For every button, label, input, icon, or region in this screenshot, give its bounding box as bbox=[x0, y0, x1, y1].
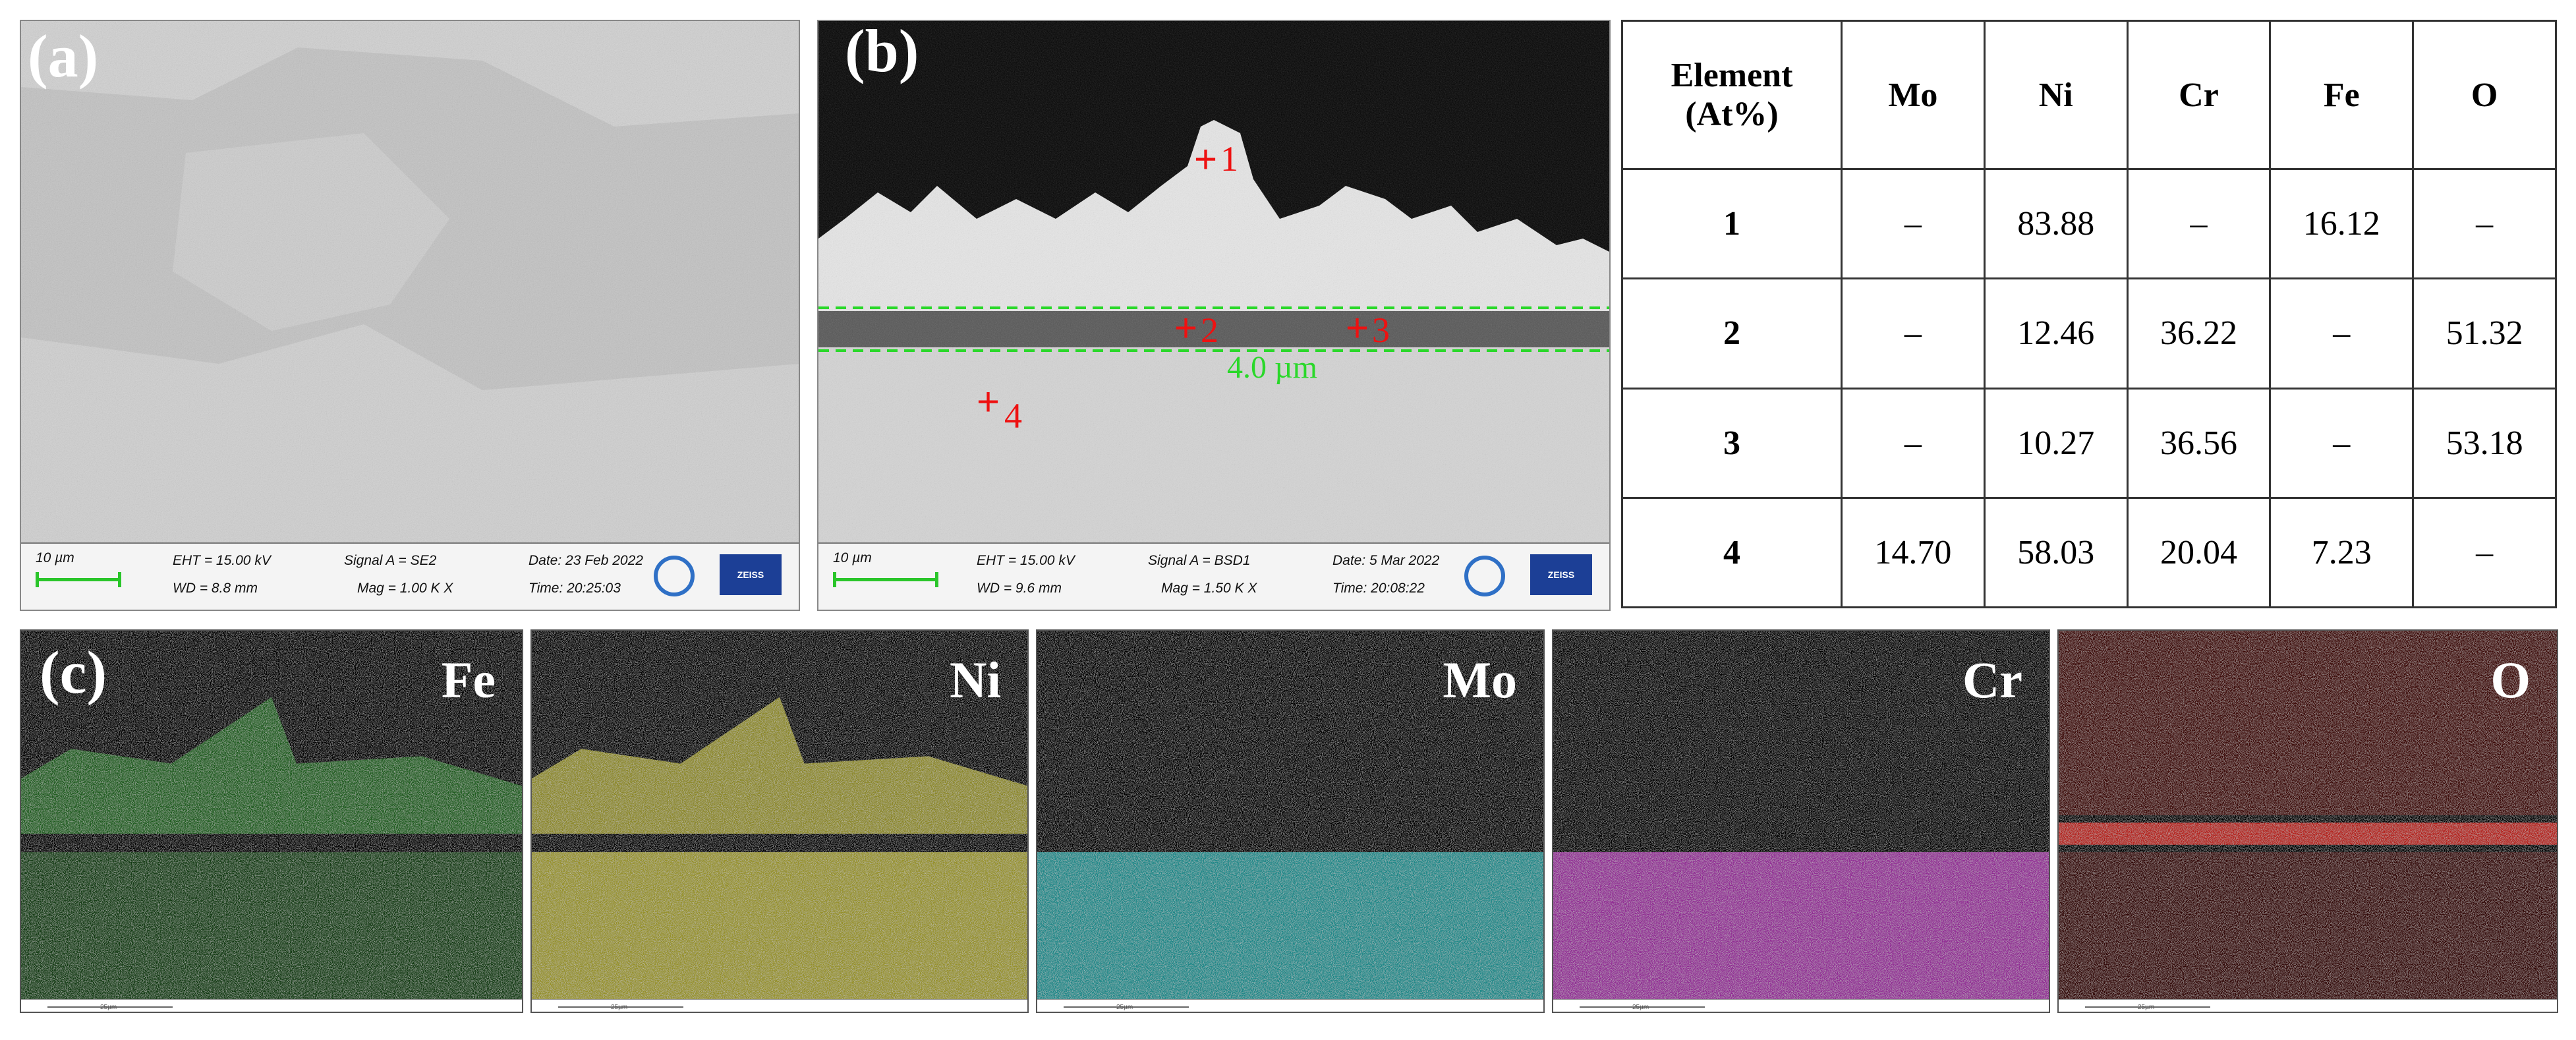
mag-text: Mag = 1.00 K X bbox=[357, 581, 453, 596]
zeiss-logo: ZEISS bbox=[720, 554, 782, 595]
panel-label-a: (a) bbox=[28, 22, 99, 90]
map-texture-o bbox=[2059, 631, 2557, 1000]
table-row: 1 – 83.88 – 16.12 – bbox=[1621, 167, 2557, 280]
cell-fe: – bbox=[2269, 277, 2415, 390]
signal-text: Signal A = SE2 bbox=[344, 553, 437, 568]
point-label-4: 4 bbox=[1004, 396, 1022, 436]
header-ni: Ni bbox=[1983, 20, 2129, 170]
element-label-ni: Ni bbox=[950, 651, 1001, 708]
signal-text: Signal A = BSD1 bbox=[1148, 553, 1251, 568]
cell-fe: 7.23 bbox=[2269, 496, 2415, 609]
map-texture-mo bbox=[1037, 631, 1543, 1000]
table-row: 4 14.70 58.03 20.04 7.23 – bbox=[1621, 496, 2557, 609]
date-text: Date: 23 Feb 2022 bbox=[529, 553, 643, 568]
point-label-1: 1 bbox=[1220, 139, 1238, 179]
header-fe: Fe bbox=[2269, 20, 2415, 170]
cross-section-image bbox=[818, 21, 1609, 544]
sem-image-b: (b) + 1 + 2 + 3 + 4 4.0 µm 10 µm EHT = 1… bbox=[817, 20, 1611, 611]
cell-ni: 10.27 bbox=[1983, 387, 2129, 499]
point-label-2: 2 bbox=[1201, 310, 1218, 350]
eht-text: EHT = 15.00 kV bbox=[977, 553, 1075, 568]
cell-ni: 12.46 bbox=[1983, 277, 2129, 390]
point-marker-4: + bbox=[977, 380, 1000, 424]
panel-label-b: (b) bbox=[845, 20, 919, 84]
header-o: O bbox=[2412, 20, 2557, 170]
cell-fe: 16.12 bbox=[2269, 167, 2415, 280]
scale-text: 10 µm bbox=[36, 550, 74, 565]
cell-cr: 36.22 bbox=[2126, 277, 2272, 390]
cell-mo: – bbox=[1841, 277, 1986, 390]
eds-map-fe: (c) Fe 25µm bbox=[20, 629, 523, 1013]
point-label-3: 3 bbox=[1372, 310, 1390, 350]
point-marker-1: + bbox=[1194, 137, 1218, 181]
element-label-cr: Cr bbox=[1962, 651, 2022, 708]
map-scale-bar: 25µm bbox=[1553, 999, 2049, 1012]
time-text: Time: 20:08:22 bbox=[1332, 581, 1425, 596]
map-scale-text: 25µm bbox=[611, 1004, 628, 1011]
cell-o: – bbox=[2412, 167, 2557, 280]
wd-text: WD = 9.6 mm bbox=[977, 581, 1062, 596]
map-texture-fe bbox=[21, 631, 522, 1000]
cell-ni: 58.03 bbox=[1983, 496, 2129, 609]
sem-image-a: (a) 10 µm EHT = 15.00 kV WD = 8.8 mm Sig… bbox=[20, 20, 800, 611]
panel-label-c: (c) bbox=[40, 639, 107, 706]
scale-bar bbox=[833, 572, 938, 587]
cell-mo: 14.70 bbox=[1841, 496, 1986, 609]
row-point: 1 bbox=[1621, 167, 1843, 280]
cell-mo: – bbox=[1841, 387, 1986, 499]
eds-map-ni: Ni 25µm bbox=[530, 629, 1029, 1013]
table-row: 3 – 10.27 36.56 – 53.18 bbox=[1621, 387, 2557, 499]
element-label-o: O bbox=[2490, 651, 2531, 708]
scale-text: 10 µm bbox=[833, 550, 872, 565]
cell-fe: – bbox=[2269, 387, 2415, 499]
cell-cr: 36.56 bbox=[2126, 387, 2272, 499]
map-texture-cr bbox=[1553, 631, 2049, 1000]
map-scale-text: 25µm bbox=[1632, 1004, 1649, 1011]
cell-cr: 20.04 bbox=[2126, 496, 2272, 609]
map-scale-bar: 25µm bbox=[2059, 999, 2557, 1012]
zeiss-logo: ZEISS bbox=[1530, 554, 1592, 595]
cell-o: 51.32 bbox=[2412, 277, 2557, 390]
map-scale-text: 25µm bbox=[100, 1004, 117, 1011]
table-header-row: Element (At%) Mo Ni Cr Fe O bbox=[1621, 20, 2557, 170]
mag-text: Mag = 1.50 K X bbox=[1161, 581, 1257, 596]
element-label-fe: Fe bbox=[441, 651, 496, 708]
row-point: 3 bbox=[1621, 387, 1843, 499]
cell-o: 53.18 bbox=[2412, 387, 2557, 499]
sem-info-bar-a: 10 µm EHT = 15.00 kV WD = 8.8 mm Signal … bbox=[21, 542, 799, 610]
point-marker-3: + bbox=[1346, 306, 1369, 350]
cell-ni: 83.88 bbox=[1983, 167, 2129, 280]
header-mo: Mo bbox=[1841, 20, 1986, 170]
map-scale-bar: 25µm bbox=[21, 999, 522, 1012]
cell-mo: – bbox=[1841, 167, 1986, 280]
map-scale-text: 25µm bbox=[1116, 1004, 1133, 1011]
header-cr: Cr bbox=[2126, 20, 2272, 170]
cell-o: – bbox=[2412, 496, 2557, 609]
element-label-mo: Mo bbox=[1443, 651, 1517, 708]
eds-map-o: O 25µm bbox=[2057, 629, 2558, 1013]
institution-logo-icon bbox=[1464, 556, 1505, 596]
row-point: 2 bbox=[1621, 277, 1843, 390]
map-scale-bar: 25µm bbox=[532, 999, 1027, 1012]
table-row: 2 – 12.46 36.22 – 51.32 bbox=[1621, 277, 2557, 390]
eds-map-mo: Mo 25µm bbox=[1036, 629, 1545, 1013]
layer-thickness-label: 4.0 µm bbox=[1227, 350, 1317, 385]
map-texture-ni bbox=[532, 631, 1027, 1000]
institution-logo-icon bbox=[654, 556, 695, 596]
sem-info-bar-b: 10 µm EHT = 15.00 kV WD = 9.6 mm Signal … bbox=[818, 542, 1609, 610]
point-marker-2: + bbox=[1174, 306, 1198, 350]
scale-bar bbox=[36, 572, 121, 587]
sem-texture-a bbox=[21, 21, 799, 544]
date-text: Date: 5 Mar 2022 bbox=[1332, 553, 1440, 568]
map-scale-text: 25µm bbox=[2138, 1004, 2155, 1011]
map-scale-bar: 25µm bbox=[1037, 999, 1543, 1012]
time-text: Time: 20:25:03 bbox=[529, 581, 621, 596]
eht-text: EHT = 15.00 kV bbox=[173, 553, 271, 568]
row-point: 4 bbox=[1621, 496, 1843, 609]
composition-table: Element (At%) Mo Ni Cr Fe O 1 – 83.88 – … bbox=[1621, 20, 2557, 609]
eds-map-cr: Cr 25µm bbox=[1552, 629, 2050, 1013]
wd-text: WD = 8.8 mm bbox=[173, 581, 258, 596]
cell-cr: – bbox=[2126, 167, 2272, 280]
header-element: Element (At%) bbox=[1621, 20, 1843, 170]
